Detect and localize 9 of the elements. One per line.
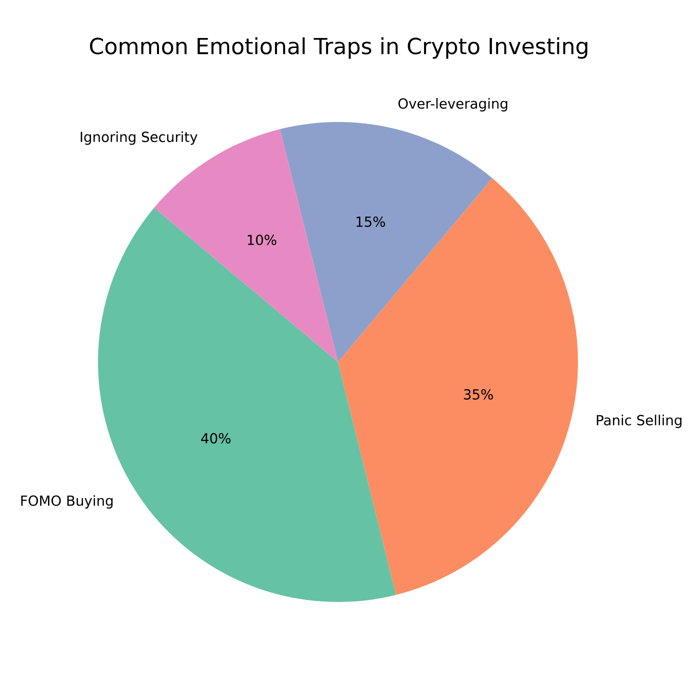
slice-label: Over-leveraging	[398, 98, 508, 112]
chart-title: Common Emotional Traps in Crypto Investing	[90, 37, 588, 59]
data-label: 10%	[248, 234, 276, 246]
slice-label: Ignoring Security	[80, 131, 198, 145]
data-label: 35%	[464, 389, 493, 400]
slice-label: Panic Selling	[596, 414, 682, 428]
slice-label: FOMO Buying	[21, 495, 113, 509]
data-label: 40%	[201, 433, 230, 444]
data-label: 15%	[356, 216, 386, 227]
